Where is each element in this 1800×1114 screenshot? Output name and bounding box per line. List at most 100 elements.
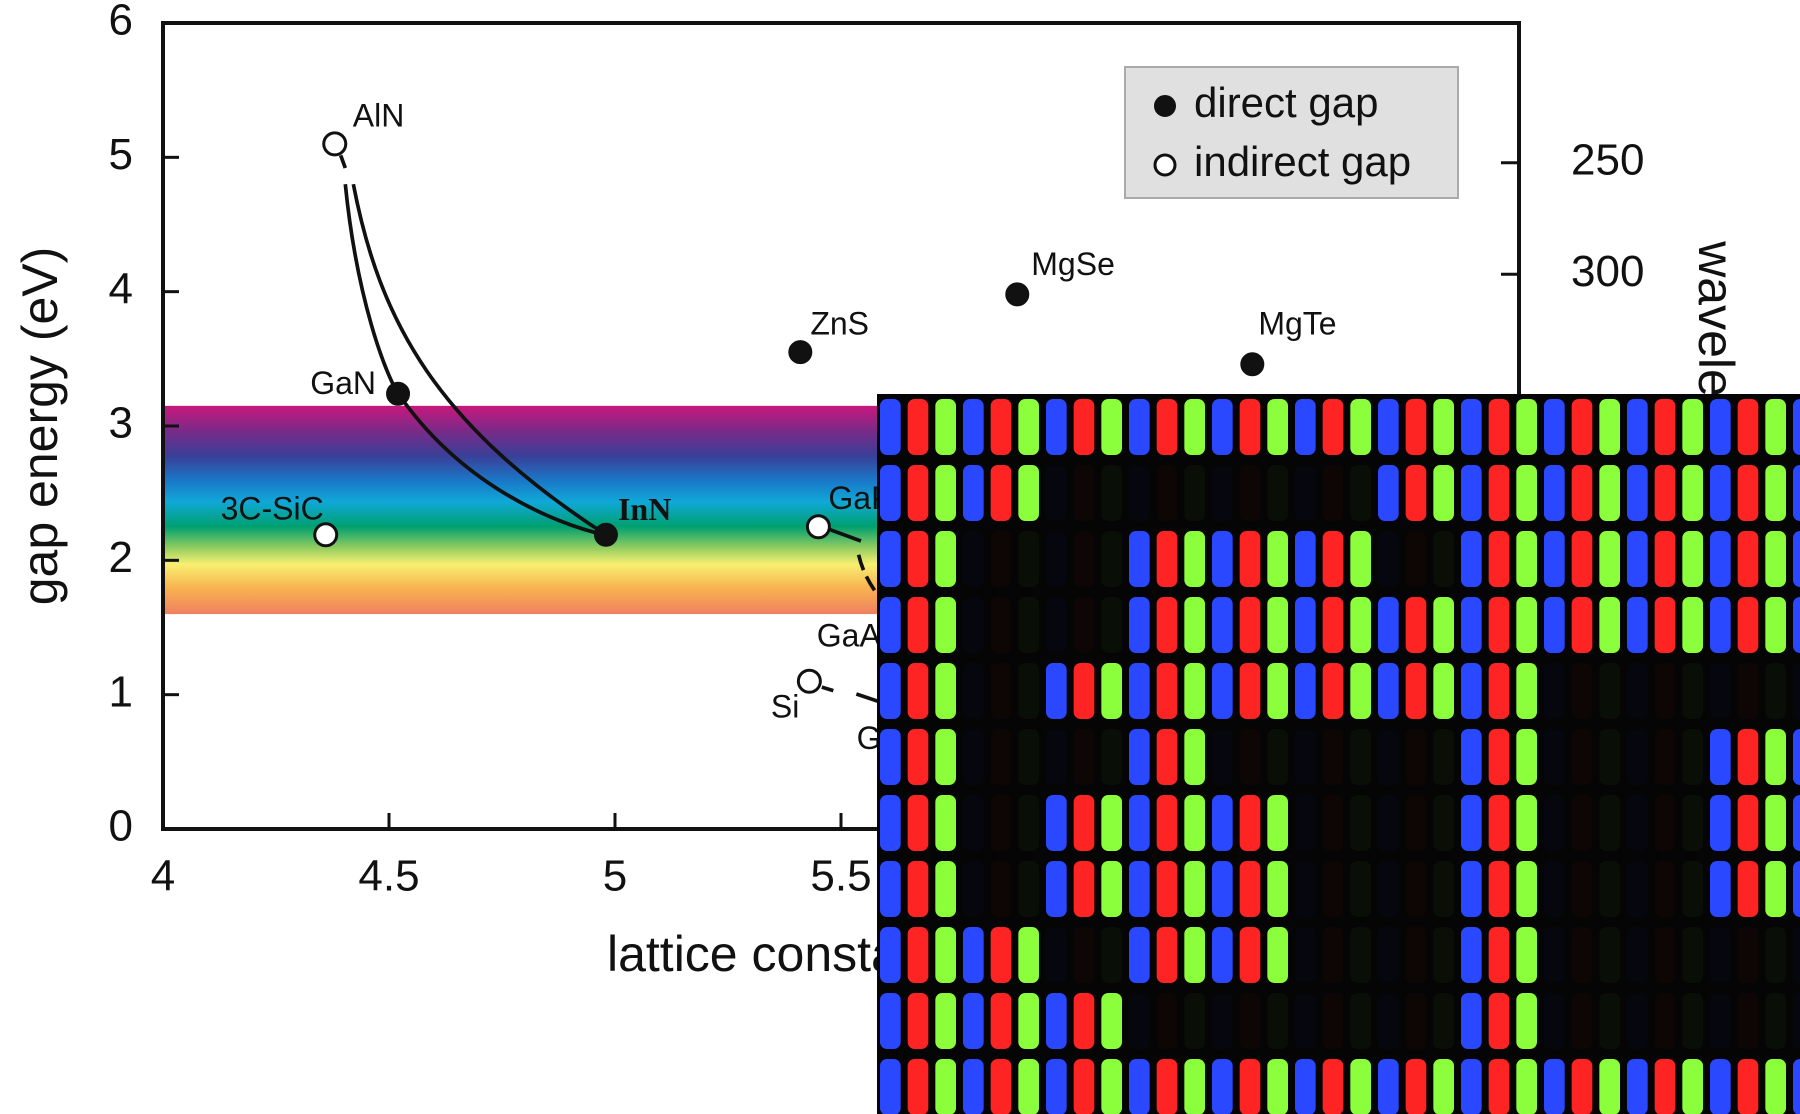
data-point bbox=[1241, 353, 1263, 375]
subpixel bbox=[1655, 597, 1676, 653]
subpixel bbox=[1682, 663, 1703, 719]
subpixel bbox=[1489, 531, 1510, 587]
subpixel bbox=[880, 465, 901, 521]
subpixel bbox=[1018, 597, 1039, 653]
subpixel bbox=[1544, 1059, 1565, 1114]
subpixel bbox=[991, 861, 1012, 917]
subpixel bbox=[1682, 795, 1703, 851]
subpixel bbox=[1655, 399, 1676, 455]
subpixel bbox=[1793, 1059, 1800, 1114]
subpixel bbox=[1295, 1059, 1316, 1114]
subpixel bbox=[1461, 465, 1482, 521]
subpixel bbox=[1074, 1059, 1095, 1114]
subpixel bbox=[1599, 795, 1620, 851]
subpixel bbox=[1101, 795, 1122, 851]
subpixel bbox=[1212, 399, 1233, 455]
subpixel bbox=[1765, 795, 1786, 851]
subpixel bbox=[1655, 993, 1676, 1049]
subpixel bbox=[1046, 465, 1067, 521]
subpixel bbox=[1489, 1059, 1510, 1114]
subpixel bbox=[1267, 861, 1288, 917]
subpixel bbox=[1682, 399, 1703, 455]
subpixel bbox=[1240, 729, 1261, 785]
data-point bbox=[595, 524, 617, 546]
subpixel bbox=[1516, 993, 1537, 1049]
subpixel bbox=[1129, 399, 1150, 455]
subpixel bbox=[1710, 861, 1731, 917]
subpixel bbox=[1101, 861, 1122, 917]
subpixel bbox=[1516, 729, 1537, 785]
subpixel bbox=[1074, 861, 1095, 917]
subpixel bbox=[1682, 465, 1703, 521]
subpixel bbox=[991, 597, 1012, 653]
subpixel bbox=[1599, 465, 1620, 521]
subpixel bbox=[1350, 927, 1371, 983]
subpixel bbox=[1378, 861, 1399, 917]
subpixel bbox=[1516, 795, 1537, 851]
subpixel bbox=[1544, 861, 1565, 917]
subpixel bbox=[1406, 795, 1427, 851]
subpixel bbox=[1267, 927, 1288, 983]
subpixel-photo bbox=[877, 394, 1800, 1114]
subpixel bbox=[1046, 597, 1067, 653]
subpixel bbox=[1406, 465, 1427, 521]
subpixel bbox=[1489, 795, 1510, 851]
subpixel bbox=[1184, 399, 1205, 455]
subpixel bbox=[1516, 465, 1537, 521]
subpixel bbox=[1516, 597, 1537, 653]
subpixel bbox=[1738, 927, 1759, 983]
y-tick-label: 0 bbox=[109, 802, 133, 851]
subpixel bbox=[1323, 597, 1344, 653]
subpixel bbox=[908, 861, 929, 917]
subpixel bbox=[1572, 927, 1593, 983]
subpixel bbox=[1599, 663, 1620, 719]
subpixel bbox=[1212, 1059, 1233, 1114]
subpixel bbox=[1129, 927, 1150, 983]
subpixel bbox=[1046, 993, 1067, 1049]
subpixel bbox=[1101, 597, 1122, 653]
subpixel bbox=[1212, 465, 1233, 521]
subpixel bbox=[935, 1059, 956, 1114]
subpixel bbox=[1765, 399, 1786, 455]
subpixel bbox=[1378, 795, 1399, 851]
subpixel bbox=[1765, 1059, 1786, 1114]
subpixel bbox=[1710, 795, 1731, 851]
subpixel bbox=[1295, 531, 1316, 587]
subpixel bbox=[1378, 531, 1399, 587]
subpixel bbox=[1295, 927, 1316, 983]
subpixel bbox=[1101, 993, 1122, 1049]
subpixel bbox=[1655, 927, 1676, 983]
subpixel bbox=[1655, 531, 1676, 587]
subpixel bbox=[1572, 399, 1593, 455]
subpixel bbox=[1655, 465, 1676, 521]
y-tick-label: 4 bbox=[109, 264, 133, 313]
subpixel bbox=[880, 993, 901, 1049]
subpixel bbox=[1406, 1059, 1427, 1114]
subpixel bbox=[1793, 597, 1800, 653]
subpixel bbox=[935, 993, 956, 1049]
curve bbox=[822, 687, 881, 702]
subpixel bbox=[1406, 927, 1427, 983]
subpixel bbox=[1461, 993, 1482, 1049]
subpixel bbox=[1350, 1059, 1371, 1114]
subpixel bbox=[991, 927, 1012, 983]
subpixel bbox=[1655, 861, 1676, 917]
subpixel bbox=[1295, 663, 1316, 719]
subpixel bbox=[1018, 1059, 1039, 1114]
subpixel bbox=[1433, 597, 1454, 653]
subpixel bbox=[1212, 993, 1233, 1049]
subpixel bbox=[1461, 861, 1482, 917]
subpixel bbox=[1627, 399, 1648, 455]
curve bbox=[341, 155, 346, 168]
subpixel bbox=[1350, 861, 1371, 917]
subpixel bbox=[1433, 795, 1454, 851]
subpixel bbox=[963, 729, 984, 785]
subpixel bbox=[1599, 597, 1620, 653]
subpixel bbox=[935, 399, 956, 455]
subpixel bbox=[1406, 729, 1427, 785]
subpixel bbox=[1101, 729, 1122, 785]
subpixel bbox=[1018, 399, 1039, 455]
subpixel bbox=[963, 1059, 984, 1114]
subpixel bbox=[1765, 465, 1786, 521]
subpixel bbox=[1074, 993, 1095, 1049]
